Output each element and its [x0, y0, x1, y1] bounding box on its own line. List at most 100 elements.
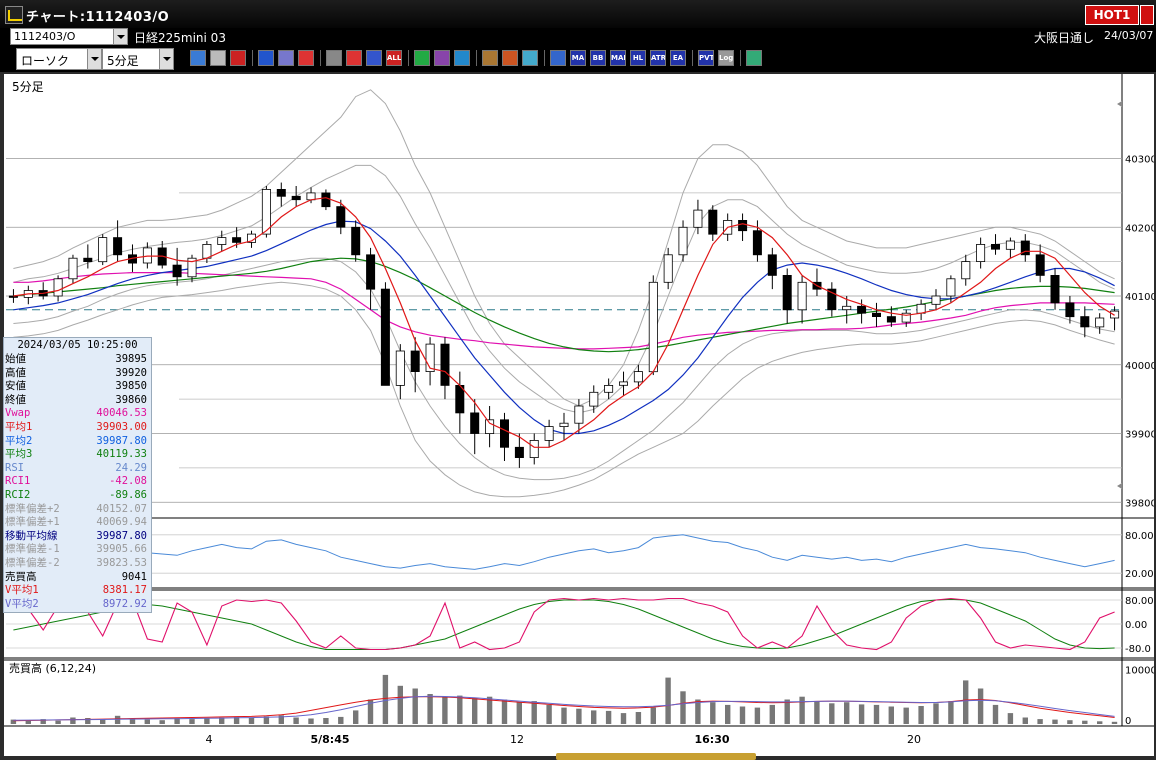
- info-row: V平均1 8381.17: [5, 584, 149, 597]
- cross-cursor-icon[interactable]: [210, 50, 226, 66]
- candle-body: [68, 257, 78, 280]
- price-tick-label: 40200: [1125, 223, 1154, 234]
- volume-bar: [486, 696, 493, 724]
- compare-icon[interactable]: [298, 50, 314, 66]
- bollinger-lower2-line: [13, 281, 1115, 498]
- toolbar-separator: [692, 50, 693, 66]
- volume-bar: [903, 707, 909, 724]
- candle-body: [380, 288, 390, 386]
- search-chart-icon[interactable]: [258, 50, 274, 66]
- disabled-tool-icon[interactable]: [326, 50, 342, 66]
- volume-bar: [70, 717, 76, 724]
- chart-svg[interactable]: 40300 40200 40100 40000 39900 39800 80.00 20.00…: [4, 74, 1156, 756]
- candle-body: [202, 243, 212, 259]
- info-row: 安値 39850: [5, 380, 149, 393]
- hot1-button[interactable]: HOT1: [1085, 5, 1139, 25]
- info-label: RCI2: [5, 489, 31, 501]
- atr-icon[interactable]: ATR: [650, 50, 666, 66]
- draw-line-icon[interactable]: [414, 50, 430, 66]
- wrench-icon[interactable]: [502, 50, 518, 66]
- info-row: 標準偏差-1 39905.66: [5, 543, 149, 556]
- close-icon[interactable]: [1140, 5, 1154, 25]
- info-value: 39895: [115, 353, 147, 365]
- volume-bar: [233, 716, 240, 724]
- window-title: チャート:1112403/O: [26, 10, 170, 25]
- candle-body: [827, 288, 837, 311]
- volume-bar: [605, 710, 612, 724]
- volume-bar: [814, 701, 820, 724]
- vwap-line: [13, 272, 1115, 350]
- info-value: 8972.92: [102, 597, 147, 610]
- title-bar: チャート:1112403/O HOT1: [0, 0, 1156, 28]
- volume-bar: [665, 677, 671, 724]
- bar-chart-icon[interactable]: [278, 50, 294, 66]
- settings-icon[interactable]: [482, 50, 498, 66]
- volume-bar: [1082, 720, 1088, 724]
- candle-body: [53, 278, 63, 297]
- volume-bar: [695, 699, 701, 724]
- tech-table-icon[interactable]: [550, 50, 566, 66]
- info-value: 8381.17: [102, 584, 147, 597]
- export-icon[interactable]: [746, 50, 762, 66]
- chart-type-select[interactable]: ローソク: [16, 48, 102, 70]
- candle-body: [916, 303, 926, 314]
- candle-down-icon[interactable]: [366, 50, 382, 66]
- info-value: 40152.07: [96, 502, 147, 515]
- volume-bar: [367, 699, 374, 724]
- ea-icon[interactable]: EA: [670, 50, 686, 66]
- hl-icon[interactable]: HL: [630, 50, 646, 66]
- volume-tick-label: 10000: [1125, 665, 1154, 676]
- info-value: 40119.33: [96, 448, 147, 461]
- log-icon[interactable]: Log: [718, 50, 734, 66]
- time-axis-label: 12: [510, 733, 524, 746]
- candle-body: [708, 209, 718, 235]
- candle-body: [961, 261, 971, 280]
- info-label: 売買高: [5, 570, 37, 583]
- volume-bar: [114, 715, 121, 724]
- all-icon[interactable]: ALL: [386, 50, 402, 66]
- volume-bar: [799, 696, 805, 724]
- undo-icon[interactable]: [454, 50, 470, 66]
- candle-body: [306, 192, 316, 201]
- candle-body: [752, 230, 762, 256]
- candle-up-icon[interactable]: [346, 50, 362, 66]
- candle-body: [514, 446, 524, 458]
- symbol-name: 日経225mini 03: [134, 31, 226, 45]
- chevron-down-icon[interactable]: [87, 49, 101, 69]
- candle-body: [678, 226, 688, 256]
- candle-body: [291, 195, 301, 201]
- rci-tick-label: 0.00: [1125, 620, 1147, 631]
- palette-icon[interactable]: [522, 50, 538, 66]
- chart-area[interactable]: 40300 40200 40100 40000 39900 39800 80.00 20.00…: [4, 74, 1156, 756]
- volume-bar: [85, 718, 91, 724]
- select-arrow-icon[interactable]: [434, 50, 450, 66]
- candle-body: [410, 350, 420, 373]
- volume-bar: [561, 707, 567, 724]
- candle-body: [142, 247, 152, 264]
- candle-body: [842, 305, 852, 311]
- info-value: -89.86: [109, 489, 147, 501]
- chevron-down-icon[interactable]: [113, 29, 127, 44]
- bb-icon[interactable]: BB: [590, 50, 606, 66]
- ma-mid-line: [13, 220, 1115, 435]
- info-label: 平均2: [5, 434, 33, 447]
- symbol-selector[interactable]: 1112403/O: [10, 28, 128, 45]
- period-select[interactable]: 5分足: [102, 48, 174, 70]
- mae-icon[interactable]: MAE: [610, 50, 626, 66]
- rsi-tick-label: 80.00: [1125, 531, 1154, 542]
- price-tick-label: 39800: [1125, 498, 1154, 509]
- volume-bar: [382, 674, 389, 724]
- candle-tool-icon[interactable]: [230, 50, 246, 66]
- info-label: RSI: [5, 461, 24, 474]
- candle-body: [574, 405, 584, 424]
- volume-bar: [725, 704, 731, 724]
- candle-body: [470, 412, 480, 434]
- ma-icon[interactable]: MA: [570, 50, 586, 66]
- horizontal-scrollbar[interactable]: [556, 753, 756, 760]
- price-tick-label: 40000: [1125, 361, 1154, 372]
- pvt-icon[interactable]: PVT: [698, 50, 714, 66]
- info-label: 始値: [5, 353, 26, 365]
- zoom-icon[interactable]: [190, 50, 206, 66]
- info-label: 平均1: [5, 421, 33, 433]
- chevron-down-icon[interactable]: [159, 49, 173, 69]
